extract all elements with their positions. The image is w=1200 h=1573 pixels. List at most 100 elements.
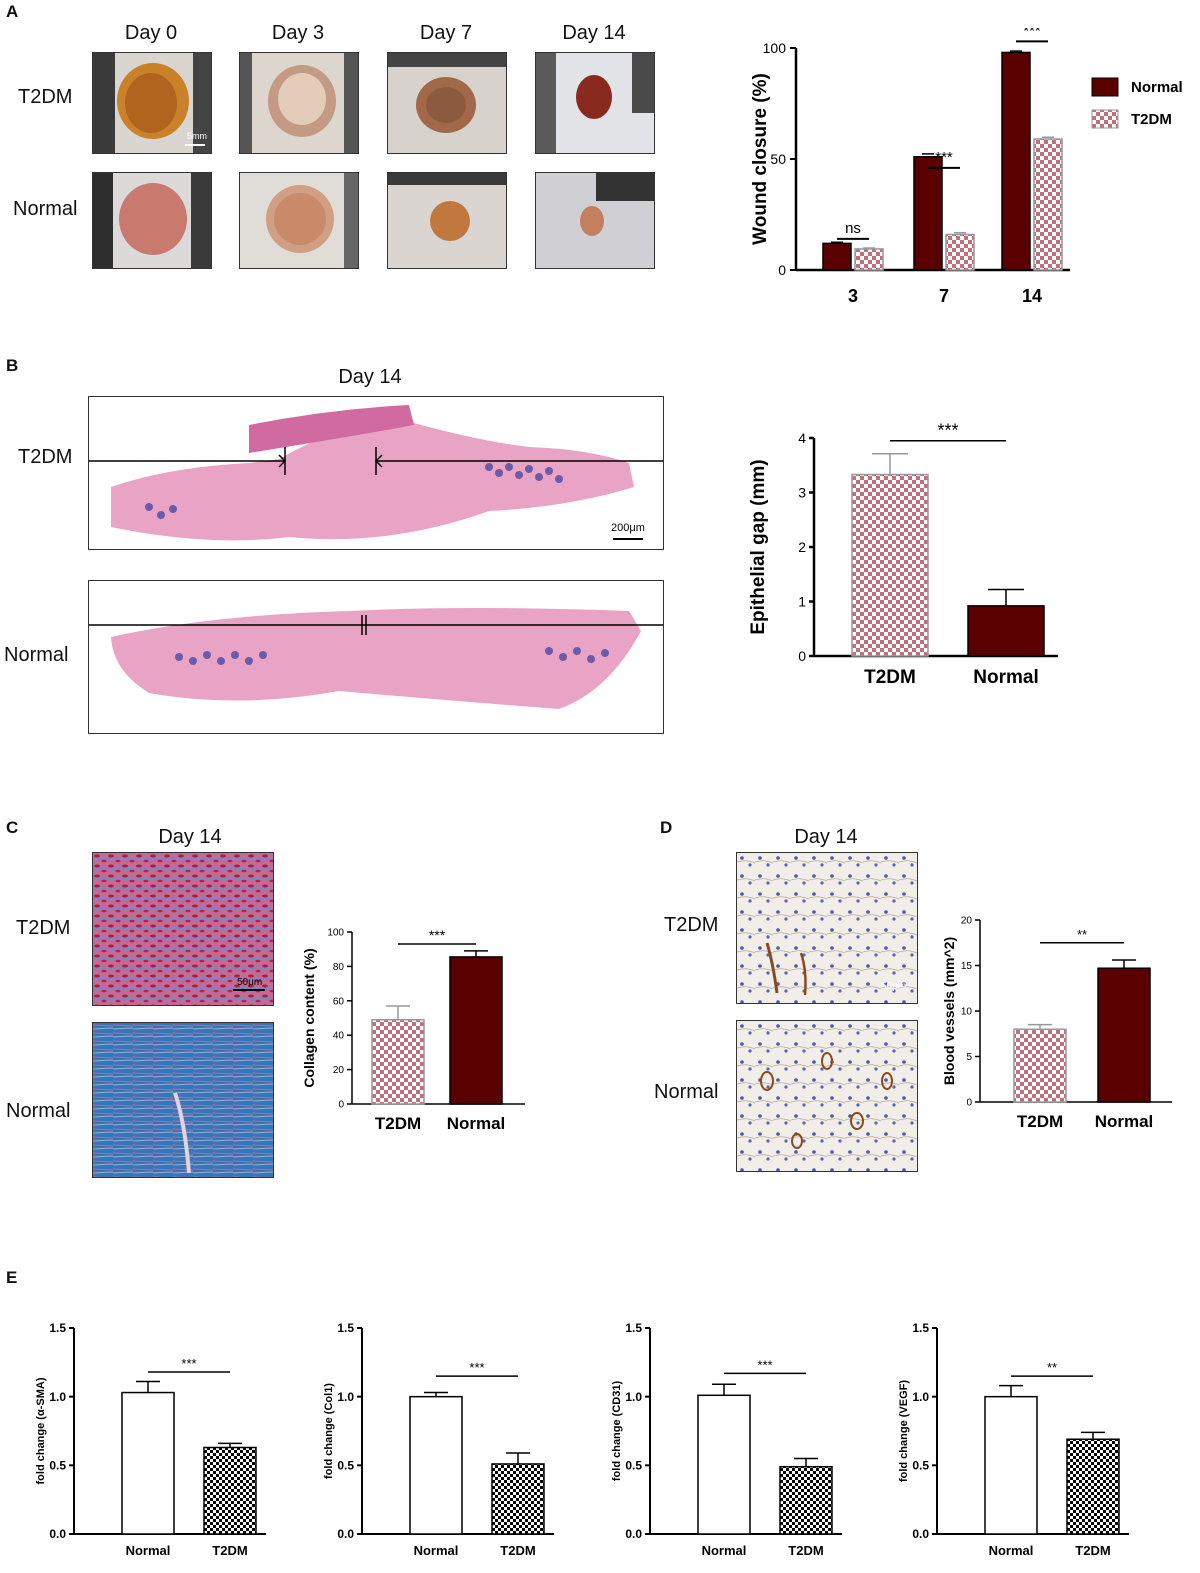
significance-label: *** xyxy=(429,927,446,943)
chart-wound-closure: 0 50 100 Wound closure (%) 3 ns 7 *** 14 *** Norma… xyxy=(750,28,1183,306)
y-axis-label: Blood vessels (mm^2) xyxy=(941,937,957,1085)
y-tick-label: 40 xyxy=(333,1031,345,1042)
chart-fold-change-asma: 0.0 0.5 1.0 1.5 fold change (α-SMA) Normal T2D… xyxy=(35,1321,266,1558)
chart-fold-change-cd31: 0.0 0.5 1.0 1.5 fold change (CD31) Normal T2DM… xyxy=(611,1321,842,1558)
y-tick-label: 20 xyxy=(961,916,973,927)
ihc-normal xyxy=(736,1020,918,1172)
bar xyxy=(1013,1028,1067,1103)
row-label-t2dm: T2DM xyxy=(18,86,73,108)
y-tick-label: 15 xyxy=(961,961,973,972)
bar xyxy=(913,156,943,271)
x-tick-label: 3 xyxy=(848,286,858,306)
significance-label: *** xyxy=(937,421,958,441)
ihc-t2dm: 50μm xyxy=(736,852,918,1004)
legend-swatch xyxy=(1091,77,1119,97)
chart-fold-change-col1: 0.0 0.5 1.0 1.5 fold change (Col1) Normal T2DM… xyxy=(323,1321,554,1558)
y-tick-label: 1.5 xyxy=(49,1321,66,1335)
y-tick-label: 0.5 xyxy=(625,1459,642,1473)
y-axis-label: fold change (α-SMA) xyxy=(35,1377,47,1484)
day-label: Day 3 xyxy=(271,22,325,44)
y-tick-label: 1.0 xyxy=(49,1390,66,1404)
y-tick-label: 20 xyxy=(333,1065,345,1076)
y-tick-label: 0 xyxy=(798,648,806,664)
panel-letter-b: B xyxy=(6,356,19,375)
x-tick-label: 14 xyxy=(1022,286,1042,306)
scale-bar-label: 50μm xyxy=(237,977,262,988)
bar xyxy=(1066,1438,1120,1535)
bar xyxy=(1033,138,1063,271)
panel-letter-a: A xyxy=(6,2,19,21)
legend-label: Normal xyxy=(1131,79,1183,96)
y-tick-label: 0.0 xyxy=(912,1527,929,1541)
legend-swatch xyxy=(1091,109,1119,129)
y-tick-label: 0 xyxy=(966,1098,972,1109)
bar xyxy=(779,1465,833,1535)
y-tick-label: 0.0 xyxy=(49,1527,66,1541)
bar xyxy=(1097,967,1151,1103)
x-tick-label: T2DM xyxy=(1017,1112,1063,1131)
y-tick-label: 100 xyxy=(327,928,344,939)
wound-photo xyxy=(535,52,655,154)
y-tick-label: 100 xyxy=(763,40,787,56)
panel-c-title: Day 14 xyxy=(158,826,222,848)
bar xyxy=(371,1018,425,1105)
masson-t2dm: 50μm xyxy=(92,852,274,1006)
y-tick-label: 50 xyxy=(770,151,786,167)
y-tick-label: 1.5 xyxy=(337,1321,354,1335)
y-tick-label: 1 xyxy=(798,593,806,609)
scale-bar-label: 50μm xyxy=(881,981,906,992)
row-label-t2dm: T2DM xyxy=(664,914,719,936)
y-axis-label: Wound closure (%) xyxy=(750,73,771,245)
significance-label: *** xyxy=(181,1356,196,1371)
significance-label: *** xyxy=(1023,28,1041,39)
x-tick-label: Normal xyxy=(973,667,1038,688)
y-tick-label: 10 xyxy=(961,1007,973,1018)
histology-normal xyxy=(88,580,664,734)
day-label: Day 7 xyxy=(419,22,473,44)
y-tick-label: 1.0 xyxy=(337,1390,354,1404)
wound-photo xyxy=(239,172,359,269)
y-axis-label: fold change (CD31) xyxy=(611,1381,623,1482)
bar xyxy=(203,1446,257,1535)
row-label-t2dm: T2DM xyxy=(18,446,73,468)
bar xyxy=(851,473,929,657)
row-label-t2dm: T2DM xyxy=(16,917,71,939)
significance-label: ** xyxy=(1047,1360,1057,1375)
wound-photo xyxy=(92,172,212,269)
x-tick-label: T2DM xyxy=(500,1543,535,1558)
bar xyxy=(409,1395,463,1535)
significance-label: *** xyxy=(757,1357,772,1372)
y-tick-label: 0 xyxy=(338,1100,344,1111)
significance-label: *** xyxy=(935,149,953,166)
y-tick-label: 0.0 xyxy=(625,1527,642,1541)
wound-photo xyxy=(239,52,359,154)
panel-b-title: Day 14 xyxy=(338,366,402,388)
y-tick-label: 0.0 xyxy=(337,1527,354,1541)
y-axis-label: fold change (Col1) xyxy=(323,1383,335,1479)
x-tick-label: T2DM xyxy=(1075,1543,1110,1558)
legend-label: T2DM xyxy=(1131,111,1172,128)
y-tick-label: 4 xyxy=(798,430,806,446)
y-tick-label: 80 xyxy=(333,962,345,973)
row-label-normal: Normal xyxy=(4,644,69,666)
scale-bar-label: 5mm xyxy=(187,131,207,141)
day-label: Day 14 xyxy=(562,22,626,44)
wound-photo xyxy=(387,52,507,154)
chart-fold-change-vegf: 0.0 0.5 1.0 1.5 fold change (VEGF) Normal T2DM… xyxy=(898,1321,1129,1558)
y-tick-label: 60 xyxy=(333,996,345,1007)
bar xyxy=(491,1463,545,1535)
bar xyxy=(697,1394,751,1535)
bar xyxy=(1001,51,1031,271)
chart-collagen: 0 20 40 60 80 100 Collagen content (%) T2DM Norm… xyxy=(301,927,525,1133)
significance-label: ** xyxy=(1077,927,1087,942)
bar xyxy=(945,233,975,271)
bar xyxy=(984,1395,1038,1535)
x-tick-label: Normal xyxy=(989,1543,1034,1558)
x-tick-label: T2DM xyxy=(375,1114,421,1133)
scale-bar-label: 200μm xyxy=(611,522,645,534)
x-tick-label: Normal xyxy=(414,1543,459,1558)
chart-epithelial-gap: 0 1 2 3 4 Epithelial gap (mm) T2DM Normal *** xyxy=(748,421,1058,688)
significance-label: *** xyxy=(469,1360,484,1375)
y-tick-label: 5 xyxy=(966,1052,972,1063)
y-axis-label: fold change (VEGF) xyxy=(898,1380,910,1482)
